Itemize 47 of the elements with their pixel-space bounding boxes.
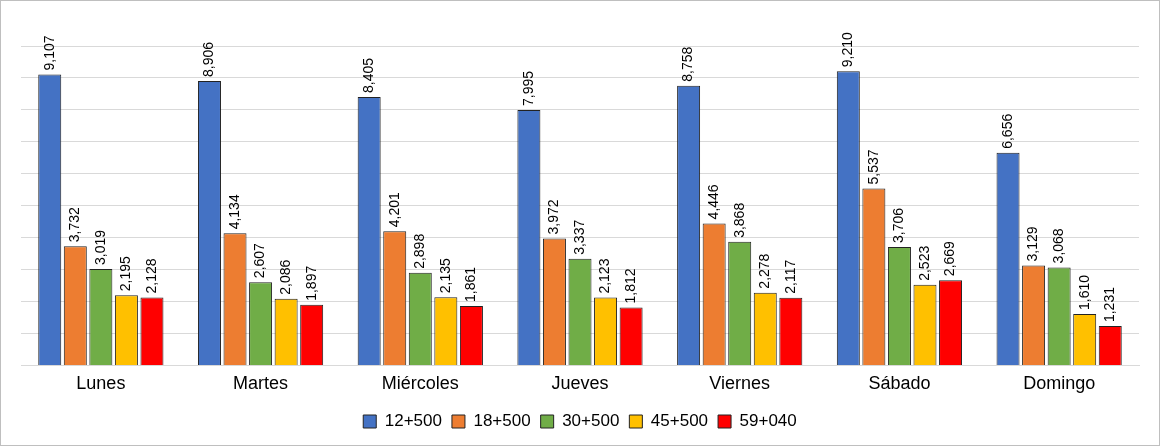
x-tick-label: Domingo [1023, 373, 1096, 394]
data-label: 3,706 [890, 207, 907, 244]
data-label: 5,537 [864, 149, 881, 185]
legend-label: 45+500 [650, 411, 709, 431]
data-label: 2,607 [251, 242, 268, 279]
data-label: 2,086 [276, 259, 293, 295]
data-label: 2,128 [142, 258, 159, 294]
data-label: 6,656 [998, 113, 1015, 149]
data-label: 9,107 [40, 35, 57, 71]
data-label: 2,898 [411, 233, 428, 269]
data-label: 4,201 [385, 191, 402, 228]
x-tick-label: Miércoles [381, 373, 459, 394]
data-label: 9,210 [839, 31, 856, 68]
legend-label: 18+500 [473, 411, 531, 431]
data-label: 3,019 [91, 229, 108, 265]
data-label: 8,405 [360, 57, 377, 93]
data-label: 8,906 [200, 41, 217, 77]
legend-label: 12+500 [384, 411, 442, 431]
data-label: 3,129 [1024, 226, 1041, 262]
data-label: 8,758 [679, 46, 696, 82]
data-label: 3,868 [730, 202, 747, 238]
data-label: 1,861 [462, 266, 479, 302]
data-label: 2,523 [915, 245, 932, 281]
data-label: 2,117 [781, 259, 798, 294]
data-label: 2,123 [596, 258, 613, 294]
x-tick-label: Viernes [709, 373, 771, 394]
data-label: 2,195 [117, 256, 134, 292]
x-tick-label: Jueves [551, 373, 609, 394]
data-label: 2,278 [756, 253, 773, 289]
data-label: 2,669 [941, 240, 958, 277]
data-label: 4,446 [705, 184, 722, 220]
legend-label: 30+500 [562, 411, 620, 431]
data-label: 7,995 [519, 70, 536, 107]
data-label: 4,134 [225, 194, 242, 230]
data-label: 1,231 [1101, 286, 1118, 323]
data-label: 3,337 [570, 219, 587, 255]
legend-label: 59+040 [739, 411, 797, 431]
x-tick-label: Lunes [76, 373, 126, 394]
data-label: 1,812 [621, 268, 638, 304]
data-label: 1,610 [1075, 274, 1092, 310]
data-label: 1,897 [302, 265, 319, 301]
data-label: 3,972 [545, 199, 562, 235]
data-label: 2,135 [436, 257, 453, 294]
data-label: 3,732 [66, 206, 83, 243]
x-tick-label: Sábado [868, 373, 931, 394]
data-label: 3,068 [1050, 228, 1066, 264]
x-tick-label: Martes [233, 373, 289, 394]
